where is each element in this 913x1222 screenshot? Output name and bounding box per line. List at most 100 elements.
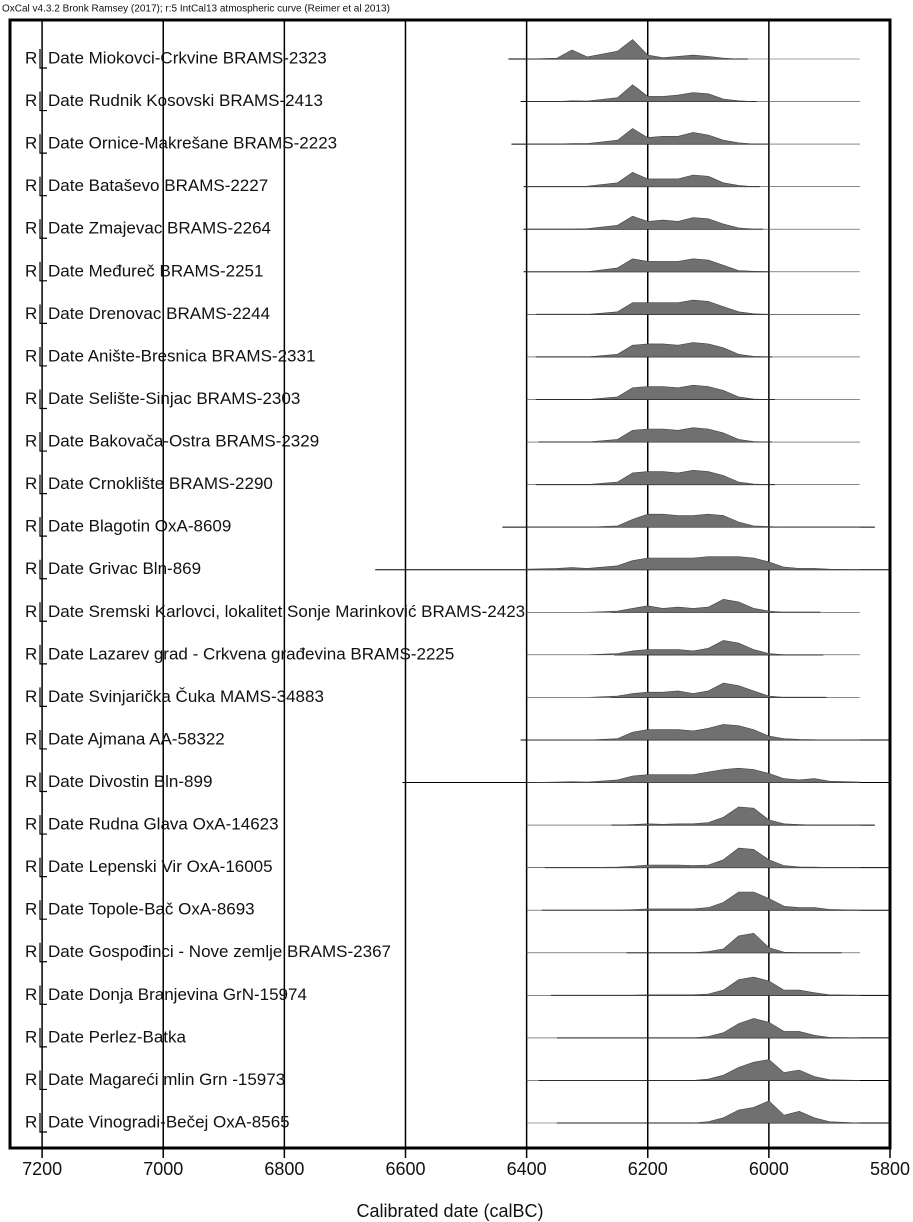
- chart-header: OxCal v4.3.2 Bronk Ramsey (2017); r:5 In…: [2, 4, 390, 15]
- row-prefix: R: [25, 48, 37, 67]
- probability-distribution: [526, 1100, 860, 1124]
- row-prefix: R: [25, 772, 37, 791]
- row-prefix: R: [25, 559, 37, 578]
- probability-distribution: [526, 84, 860, 102]
- probability-distribution: [526, 976, 860, 996]
- row-label: Date Miokovci-Crkvine BRAMS-2323: [48, 48, 327, 67]
- probability-distribution: [526, 172, 860, 187]
- row-bracket: [39, 857, 47, 878]
- probability-distribution: [526, 513, 860, 528]
- row-prefix: R: [25, 729, 37, 748]
- row-label: Date Gospođinci - Nove zemlje BRAMS-2367: [48, 942, 391, 961]
- probability-distribution: [526, 299, 860, 315]
- row-label: Date Donja Branjevina GrN-15974: [48, 985, 307, 1004]
- row-label: Date Vinogradi-Bečej OxA-8565: [48, 1112, 290, 1131]
- row-label: Date Bakovača-Ostra BRAMS-2329: [48, 432, 319, 451]
- probability-distribution: [526, 39, 860, 60]
- row-prefix: R: [25, 176, 37, 195]
- row-label: Date Anište-Bresnica BRAMS-2331: [48, 346, 315, 365]
- row-bracket: [39, 517, 47, 537]
- x-tick-label: 5800: [870, 1159, 910, 1179]
- row-prefix: R: [25, 517, 37, 536]
- row-prefix: R: [25, 219, 37, 238]
- row-label: Date Lepenski Vir OxA-16005: [48, 857, 273, 876]
- probability-distribution: [526, 469, 860, 485]
- x-axis-label: Calibrated date (calBC): [356, 1201, 543, 1221]
- row-prefix: R: [25, 942, 37, 961]
- row-bracket: [39, 900, 47, 920]
- row-label: Date Zmajevac BRAMS-2264: [48, 219, 271, 238]
- row-label: Date Ajmana AA-58322: [48, 729, 225, 748]
- row-label: Date Svinjarička Čuka MAMS-34883: [48, 687, 324, 706]
- row-bracket: [39, 772, 47, 793]
- probability-distribution: [526, 215, 860, 230]
- x-tick-label: 6600: [385, 1159, 425, 1179]
- probability-distribution: [526, 556, 860, 571]
- row-label: Date Divostin Bln-899: [48, 772, 212, 791]
- row-bracket: [39, 815, 47, 835]
- row-label: Date Topole-Bač OxA-8693: [48, 900, 255, 919]
- probability-distribution: [526, 932, 860, 954]
- probability-distribution: [526, 427, 860, 443]
- row-bracket: [39, 729, 47, 750]
- probability-distribution: [526, 806, 860, 826]
- probability-distribution: [526, 342, 860, 358]
- x-tick-label: 7200: [22, 1159, 62, 1179]
- row-label: Date Crnoklište BRAMS-2290: [48, 474, 273, 493]
- row-prefix: R: [25, 1070, 37, 1089]
- row-bracket: [39, 346, 47, 367]
- row-bracket: [39, 985, 47, 1005]
- probability-distribution: [526, 384, 860, 400]
- row-bracket: [39, 219, 47, 239]
- row-prefix: R: [25, 815, 37, 834]
- row-prefix: R: [25, 304, 37, 323]
- row-prefix: R: [25, 687, 37, 706]
- row-prefix: R: [25, 389, 37, 408]
- probability-distribution: [526, 724, 860, 741]
- row-prefix: R: [25, 644, 37, 663]
- x-tick-label: 6800: [264, 1159, 304, 1179]
- probability-distribution: [526, 767, 860, 783]
- row-bracket: [39, 942, 47, 963]
- row-label: Date Lazarev grad - Crkvena građevina BR…: [48, 644, 454, 663]
- row-bracket: [39, 474, 47, 495]
- row-bracket: [39, 687, 47, 707]
- probability-distribution: [526, 891, 860, 911]
- row-label: Date Međureč BRAMS-2251: [48, 261, 263, 280]
- row-bracket: [39, 304, 47, 324]
- row-prefix: R: [25, 91, 37, 110]
- row-bracket: [39, 389, 47, 410]
- row-bracket: [39, 49, 47, 69]
- row-prefix: R: [25, 1112, 37, 1131]
- row-bracket: [39, 1027, 47, 1048]
- row-label: Date Sremski Karlovci, lokalitet Sonje M…: [48, 602, 525, 621]
- row-prefix: R: [25, 474, 37, 493]
- row-prefix: R: [25, 134, 37, 153]
- row-prefix: R: [25, 1027, 37, 1046]
- row-prefix: R: [25, 346, 37, 365]
- row-label: Date Magareći mlin Grn -15973: [48, 1070, 285, 1089]
- row-label: Date Ornice-Makrešane BRAMS-2223: [48, 134, 337, 153]
- row-bracket: [39, 134, 47, 154]
- x-tick-label: 6000: [749, 1159, 789, 1179]
- row-label: Date Rudna Glava OxA-14623: [48, 815, 279, 834]
- probability-distribution: [526, 1018, 860, 1039]
- row-prefix: R: [25, 602, 37, 621]
- x-tick-label: 6200: [628, 1159, 668, 1179]
- row-bracket: [39, 261, 47, 282]
- row-bracket: [39, 559, 47, 580]
- row-label: Date Rudnik Kosovski BRAMS-2413: [48, 91, 323, 110]
- row-prefix: R: [25, 857, 37, 876]
- row-prefix: R: [25, 985, 37, 1004]
- row-bracket: [39, 602, 47, 622]
- row-label: Date Grivac Bln-869: [48, 559, 201, 578]
- row-prefix: R: [25, 432, 37, 451]
- row-label: Date Bataševo BRAMS-2227: [48, 176, 268, 195]
- row-label: Date Perlez-Batka: [48, 1027, 186, 1046]
- x-tick-label: 6400: [507, 1159, 547, 1179]
- probability-distribution: [526, 128, 860, 145]
- probability-distribution: [526, 1059, 860, 1081]
- probability-distribution: [526, 258, 860, 273]
- row-bracket: [39, 91, 47, 112]
